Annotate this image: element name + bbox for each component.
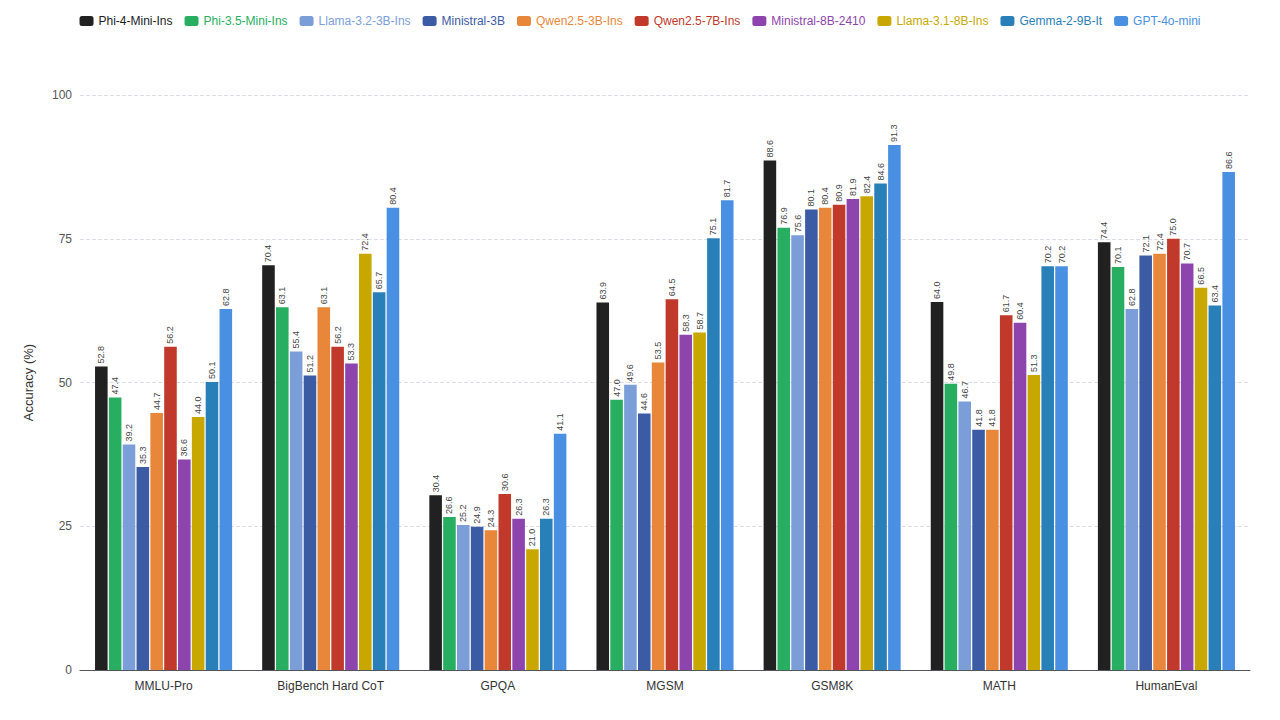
svg-text:24.3: 24.3: [486, 510, 496, 528]
svg-text:80.4: 80.4: [388, 187, 398, 205]
svg-text:30.4: 30.4: [431, 475, 441, 493]
svg-text:75.0: 75.0: [1168, 218, 1178, 236]
svg-text:58.3: 58.3: [681, 314, 691, 332]
svg-text:72.4: 72.4: [360, 233, 370, 251]
svg-text:62.8: 62.8: [221, 288, 231, 306]
svg-text:62.8: 62.8: [1127, 288, 1137, 306]
svg-text:75.1: 75.1: [708, 218, 718, 236]
svg-text:24.9: 24.9: [472, 506, 482, 524]
svg-text:35.3: 35.3: [138, 446, 148, 464]
svg-text:91.3: 91.3: [889, 124, 899, 142]
svg-text:81.9: 81.9: [848, 179, 858, 197]
svg-text:26.6: 26.6: [444, 497, 454, 515]
svg-text:58.7: 58.7: [695, 312, 705, 330]
svg-text:25.2: 25.2: [458, 505, 468, 523]
svg-text:47.0: 47.0: [612, 379, 622, 397]
svg-text:65.7: 65.7: [374, 272, 384, 290]
svg-text:76.9: 76.9: [779, 207, 789, 225]
svg-text:60.4: 60.4: [1015, 302, 1025, 320]
svg-text:82.4: 82.4: [862, 176, 872, 194]
svg-text:MGSM: MGSM: [646, 679, 683, 693]
svg-text:56.2: 56.2: [165, 326, 175, 344]
svg-text:Gemma-2-9B-It: Gemma-2-9B-It: [1019, 14, 1102, 28]
svg-text:70.2: 70.2: [1057, 246, 1067, 264]
svg-text:66.5: 66.5: [1196, 267, 1206, 285]
svg-text:52.8: 52.8: [96, 346, 106, 364]
svg-text:70.1: 70.1: [1113, 246, 1123, 264]
svg-text:HumanEval: HumanEval: [1135, 679, 1197, 693]
svg-text:80.1: 80.1: [806, 189, 816, 207]
svg-text:46.7: 46.7: [960, 381, 970, 399]
svg-text:26.3: 26.3: [541, 498, 551, 516]
svg-text:53.5: 53.5: [653, 342, 663, 360]
svg-text:51.2: 51.2: [305, 355, 315, 373]
svg-text:63.1: 63.1: [319, 287, 329, 305]
svg-text:Phi-4-Mini-Ins: Phi-4-Mini-Ins: [99, 14, 173, 28]
svg-text:21.0: 21.0: [527, 529, 537, 547]
svg-text:64.0: 64.0: [932, 281, 942, 299]
svg-text:100: 100: [52, 88, 72, 102]
svg-text:GPT-4o-mini: GPT-4o-mini: [1133, 14, 1200, 28]
svg-text:MMLU-Pro: MMLU-Pro: [135, 679, 193, 693]
svg-text:56.2: 56.2: [333, 326, 343, 344]
svg-text:84.6: 84.6: [876, 163, 886, 181]
svg-text:75.6: 75.6: [793, 215, 803, 233]
svg-text:50.1: 50.1: [207, 361, 217, 379]
svg-text:Qwen2.5-7B-Ins: Qwen2.5-7B-Ins: [654, 14, 741, 28]
svg-text:50: 50: [59, 376, 73, 390]
svg-text:44.6: 44.6: [639, 393, 649, 411]
svg-text:Ministral-8B-2410: Ministral-8B-2410: [771, 14, 865, 28]
svg-text:86.6: 86.6: [1224, 152, 1234, 170]
svg-text:25: 25: [59, 519, 73, 533]
svg-text:70.2: 70.2: [1043, 246, 1053, 264]
svg-text:Llama-3.1-8B-Ins: Llama-3.1-8B-Ins: [896, 14, 988, 28]
svg-text:44.0: 44.0: [193, 396, 203, 414]
svg-text:80.4: 80.4: [820, 187, 830, 205]
svg-text:GPQA: GPQA: [481, 679, 516, 693]
svg-text:72.1: 72.1: [1141, 235, 1151, 253]
svg-text:GSM8K: GSM8K: [811, 679, 853, 693]
svg-text:36.6: 36.6: [179, 439, 189, 457]
svg-text:Ministral-3B: Ministral-3B: [442, 14, 505, 28]
svg-text:41.1: 41.1: [555, 413, 565, 431]
svg-text:Accuracy (%): Accuracy (%): [21, 344, 36, 421]
svg-text:88.6: 88.6: [765, 140, 775, 158]
svg-text:41.8: 41.8: [974, 409, 984, 427]
svg-text:26.3: 26.3: [514, 498, 524, 516]
svg-text:47.4: 47.4: [110, 377, 120, 395]
svg-text:81.7: 81.7: [722, 180, 732, 198]
svg-text:30.6: 30.6: [500, 474, 510, 492]
svg-text:70.4: 70.4: [263, 245, 273, 263]
svg-text:41.8: 41.8: [987, 409, 997, 427]
svg-text:39.2: 39.2: [124, 424, 134, 442]
svg-text:MATH: MATH: [983, 679, 1016, 693]
svg-text:63.4: 63.4: [1210, 285, 1220, 303]
svg-text:61.7: 61.7: [1001, 295, 1011, 313]
svg-text:64.5: 64.5: [667, 279, 677, 297]
svg-text:63.9: 63.9: [598, 282, 608, 300]
svg-text:0: 0: [65, 663, 72, 677]
svg-text:55.4: 55.4: [291, 331, 301, 349]
svg-text:70.7: 70.7: [1182, 243, 1192, 261]
svg-text:Qwen2.5-3B-Ins: Qwen2.5-3B-Ins: [536, 14, 623, 28]
svg-text:Phi-3.5-Mini-Ins: Phi-3.5-Mini-Ins: [204, 14, 288, 28]
svg-text:53.3: 53.3: [346, 343, 356, 361]
svg-text:72.4: 72.4: [1155, 233, 1165, 251]
svg-text:44.7: 44.7: [152, 392, 162, 410]
svg-text:80.9: 80.9: [834, 184, 844, 202]
svg-text:49.6: 49.6: [625, 364, 635, 382]
svg-text:BigBench Hard CoT: BigBench Hard CoT: [277, 679, 384, 693]
svg-text:63.1: 63.1: [277, 287, 287, 305]
svg-text:Llama-3.2-3B-Ins: Llama-3.2-3B-Ins: [319, 14, 411, 28]
svg-text:74.4: 74.4: [1099, 222, 1109, 240]
svg-text:75: 75: [59, 232, 73, 246]
svg-text:49.8: 49.8: [946, 363, 956, 381]
svg-text:51.3: 51.3: [1029, 354, 1039, 372]
